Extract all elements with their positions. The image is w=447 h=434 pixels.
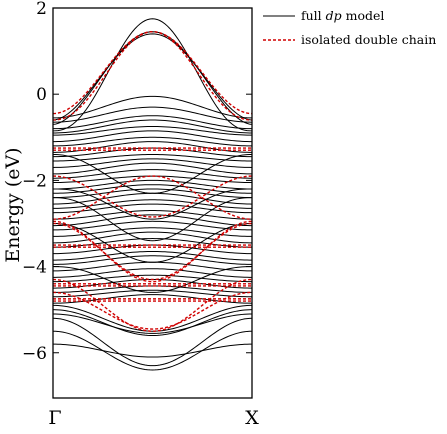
band-line-full-25 — [53, 220, 252, 231]
band-line-full-14 — [53, 162, 252, 175]
y-tick-label: 2 — [36, 0, 47, 19]
band-line-full-2 — [53, 33, 252, 121]
band-line-full-41 — [53, 313, 252, 334]
band-line-full-19 — [53, 188, 252, 199]
band-line-isolated-9 — [53, 222, 252, 281]
band-line-full-37 — [53, 289, 252, 298]
band-line-full-39 — [53, 304, 252, 332]
band-line-isolated-1 — [53, 30, 252, 121]
band-line-full-40 — [53, 309, 252, 337]
band-line-full-6 — [53, 119, 252, 134]
band-line-isolated-4 — [53, 175, 252, 218]
band-line-full-3 — [53, 95, 252, 119]
band-line-full-18 — [53, 184, 252, 194]
series-full-dp-model — [53, 18, 252, 371]
band-line-full-29 — [53, 244, 252, 255]
y-tick-label: −2 — [22, 171, 47, 191]
band-line-full-10 — [53, 141, 252, 153]
band-line-full-34 — [53, 274, 252, 283]
y-axis-ticks: −6 −4 −2 0 2 — [22, 0, 252, 364]
band-line-full-27 — [53, 231, 252, 244]
band-line-full-13 — [53, 158, 252, 168]
x-tick-label-gamma: Γ — [48, 407, 61, 429]
band-line-full-15 — [53, 169, 252, 179]
band-line-full-22 — [53, 203, 252, 214]
band-line-full-42 — [53, 317, 252, 367]
band-line-full-8 — [53, 130, 252, 143]
band-line-isolated-8 — [53, 220, 252, 283]
band-line-full-7 — [53, 126, 252, 136]
plot-frame — [52, 7, 253, 399]
y-axis-label: Energy (eV) — [2, 147, 24, 262]
band-line-full-36 — [53, 285, 252, 293]
series-isolated-double-chain — [53, 30, 252, 332]
band-line-full-0 — [53, 18, 252, 132]
band-line-full-16 — [53, 175, 252, 184]
band-line-full-20 — [53, 192, 252, 205]
band-line-isolated-15 — [53, 291, 252, 330]
band-line-full-23 — [53, 210, 252, 220]
band-line-full-26 — [53, 227, 252, 237]
legend-label-full-dp-model: full dp model — [301, 8, 384, 23]
band-line-full-47 — [53, 266, 252, 293]
band-line-full-45 — [53, 188, 252, 220]
band-line-full-11 — [53, 147, 252, 158]
band-line-full-48 — [53, 154, 252, 194]
band-line-full-30 — [53, 250, 252, 261]
legend: full dp model isolated double chain — [263, 8, 436, 47]
band-line-full-12 — [53, 154, 252, 162]
y-tick-label: 0 — [36, 85, 47, 105]
band-line-full-24 — [53, 214, 252, 227]
band-line-isolated-5 — [53, 175, 252, 220]
legend-label-isolated-double-chain: isolated double chain — [301, 32, 436, 47]
y-tick-label: −6 — [22, 344, 47, 364]
x-tick-label-x: X — [245, 407, 259, 429]
band-line-full-28 — [53, 238, 252, 248]
band-line-full-31 — [53, 255, 252, 265]
band-line-full-46 — [53, 197, 252, 242]
band-line-full-4 — [53, 106, 252, 123]
band-line-full-9 — [53, 136, 252, 147]
band-line-full-49 — [53, 222, 252, 263]
band-line-full-32 — [53, 261, 252, 272]
band-line-full-43 — [53, 330, 252, 371]
band-line-full-33 — [53, 268, 252, 278]
band-line-full-1 — [53, 31, 252, 125]
band-line-full-5 — [53, 115, 252, 130]
band-line-isolated-14 — [53, 278, 252, 332]
band-line-full-44 — [53, 343, 252, 358]
y-tick-label: −4 — [22, 258, 47, 278]
